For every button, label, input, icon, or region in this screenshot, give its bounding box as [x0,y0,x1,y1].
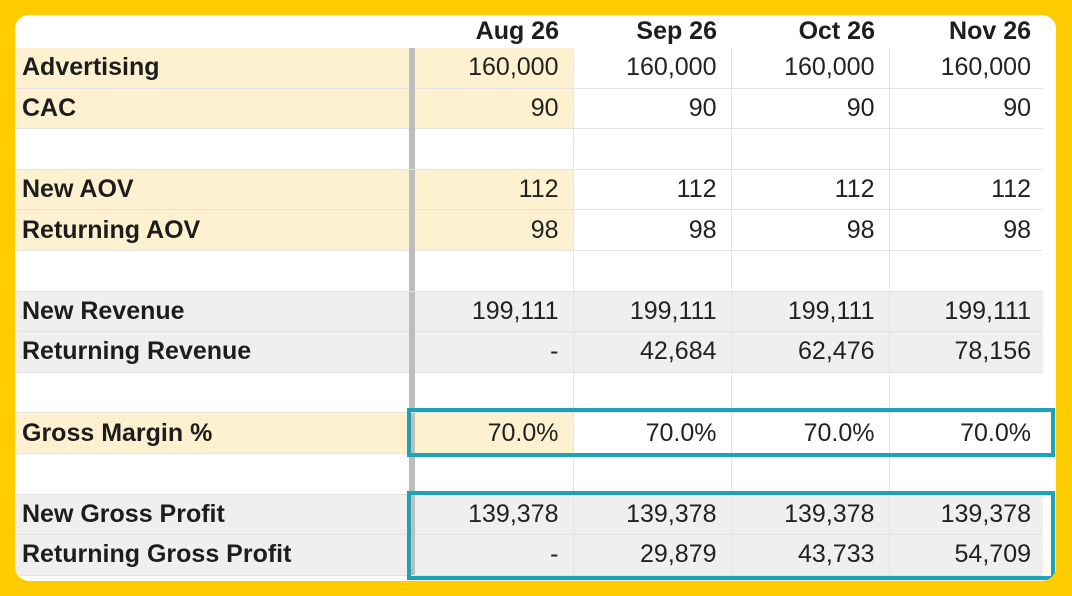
cell-gross-margin-aug[interactable]: 70.0% [415,412,574,454]
blank-cell[interactable] [731,372,890,414]
cell-returning-gross-profit-nov[interactable]: 54,709 [889,534,1043,576]
blank-cell[interactable] [573,128,732,170]
cell-returning-aov-aug[interactable]: 98 [415,209,574,251]
table-row-advertising: Advertising 160,000 160,000 160,000 160,… [15,48,1043,89]
table-row-blank [15,250,1043,292]
header-row: Aug 26 Sep 26 Oct 26 Nov 26 [15,15,1043,48]
blank-cell[interactable] [15,372,409,414]
row-label-new-aov[interactable]: New AOV [15,169,409,211]
cell-gross-margin-oct[interactable]: 70.0% [731,412,890,454]
blank-cell[interactable] [889,128,1043,170]
row-label-returning-revenue[interactable]: Returning Revenue [15,331,409,373]
cell-cac-aug[interactable]: 90 [415,88,574,130]
row-label-new-gross-profit[interactable]: New Gross Profit [15,494,409,536]
table-row-new-aov: New AOV 112 112 112 112 [15,169,1043,211]
column-header-sep[interactable]: Sep 26 [636,17,717,45]
cell-advertising-oct[interactable]: 160,000 [731,48,890,89]
cell-new-revenue-nov[interactable]: 199,111 [889,291,1043,333]
blank-cell[interactable] [573,250,732,292]
column-divider [409,169,415,210]
table-row-returning-revenue: Returning Revenue - 42,684 62,476 78,156 [15,331,1043,373]
cell-returning-revenue-aug[interactable]: - [415,331,574,373]
forecast-table: Aug 26 Sep 26 Oct 26 Nov 26 Advertising … [15,15,1043,576]
blank-cell[interactable] [573,372,732,414]
row-label-gross-margin[interactable]: Gross Margin % [15,412,409,454]
column-divider [409,372,415,414]
cell-new-aov-aug[interactable]: 112 [415,169,574,211]
cell-new-revenue-aug[interactable]: 199,111 [415,291,574,333]
column-divider [409,15,415,48]
column-divider [409,48,415,89]
column-header-oct[interactable]: Oct 26 [798,17,875,45]
cell-returning-gross-profit-oct[interactable]: 43,733 [731,534,890,576]
cell-cac-oct[interactable]: 90 [731,88,890,130]
column-divider [409,291,415,332]
cell-new-gross-profit-oct[interactable]: 139,378 [731,494,890,536]
header-label-cell [15,15,409,48]
cell-cac-sep[interactable]: 90 [573,88,732,130]
blank-cell[interactable] [415,128,574,170]
blank-cell[interactable] [731,250,890,292]
cell-advertising-sep[interactable]: 160,000 [573,48,732,89]
cell-returning-revenue-sep[interactable]: 42,684 [573,331,732,373]
cell-new-gross-profit-sep[interactable]: 139,378 [573,494,732,536]
blank-cell[interactable] [889,453,1043,495]
column-divider [409,250,415,292]
cell-returning-aov-nov[interactable]: 98 [889,209,1043,251]
cell-new-revenue-oct[interactable]: 199,111 [731,291,890,333]
blank-cell[interactable] [889,372,1043,414]
column-divider [409,128,415,170]
column-divider [409,209,415,251]
blank-cell[interactable] [15,128,409,170]
cell-new-gross-profit-aug[interactable]: 139,378 [415,494,574,536]
spreadsheet-card: Aug 26 Sep 26 Oct 26 Nov 26 Advertising … [15,15,1056,581]
cell-new-aov-oct[interactable]: 112 [731,169,890,211]
blank-cell[interactable] [731,453,890,495]
blank-cell[interactable] [15,250,409,292]
row-label-cac[interactable]: CAC [15,88,409,130]
column-divider [409,534,415,576]
cell-gross-margin-sep[interactable]: 70.0% [573,412,732,454]
cell-returning-aov-oct[interactable]: 98 [731,209,890,251]
column-divider [409,331,415,373]
cell-cac-nov[interactable]: 90 [889,88,1043,130]
table-row-blank [15,372,1043,414]
column-header-aug[interactable]: Aug 26 [475,17,559,45]
blank-cell[interactable] [15,453,409,495]
row-label-advertising[interactable]: Advertising [15,48,409,89]
table-row-returning-gross-profit: Returning Gross Profit - 29,879 43,733 5… [15,534,1043,576]
blank-cell[interactable] [415,453,574,495]
column-divider [409,494,415,535]
row-label-returning-gross-profit[interactable]: Returning Gross Profit [15,534,409,576]
blank-cell[interactable] [573,453,732,495]
table-row-returning-aov: Returning AOV 98 98 98 98 [15,209,1043,251]
column-header-nov[interactable]: Nov 26 [949,17,1031,45]
blank-cell[interactable] [415,250,574,292]
table-row-blank [15,453,1043,495]
table-row-new-gross-profit: New Gross Profit 139,378 139,378 139,378… [15,494,1043,536]
row-label-new-revenue[interactable]: New Revenue [15,291,409,333]
cell-new-aov-sep[interactable]: 112 [573,169,732,211]
cell-new-aov-nov[interactable]: 112 [889,169,1043,211]
blank-cell[interactable] [731,128,890,170]
cell-new-gross-profit-nov[interactable]: 139,378 [889,494,1043,536]
column-divider [409,88,415,129]
cell-advertising-aug[interactable]: 160,000 [415,48,574,89]
table-row-cac: CAC 90 90 90 90 [15,88,1043,130]
blank-cell[interactable] [415,372,574,414]
cell-advertising-nov[interactable]: 160,000 [889,48,1043,89]
row-label-returning-aov[interactable]: Returning AOV [15,209,409,251]
table-row-blank [15,128,1043,170]
table-row-new-revenue: New Revenue 199,111 199,111 199,111 199,… [15,291,1043,333]
cell-returning-gross-profit-sep[interactable]: 29,879 [573,534,732,576]
blank-cell[interactable] [889,250,1043,292]
cell-returning-gross-profit-aug[interactable]: - [415,534,574,576]
cell-returning-aov-sep[interactable]: 98 [573,209,732,251]
cell-returning-revenue-oct[interactable]: 62,476 [731,331,890,373]
cell-gross-margin-nov[interactable]: 70.0% [889,412,1043,454]
table-row-gross-margin: Gross Margin % 70.0% 70.0% 70.0% 70.0% [15,412,1043,454]
cell-new-revenue-sep[interactable]: 199,111 [573,291,732,333]
column-divider [409,412,415,454]
cell-returning-revenue-nov[interactable]: 78,156 [889,331,1043,373]
